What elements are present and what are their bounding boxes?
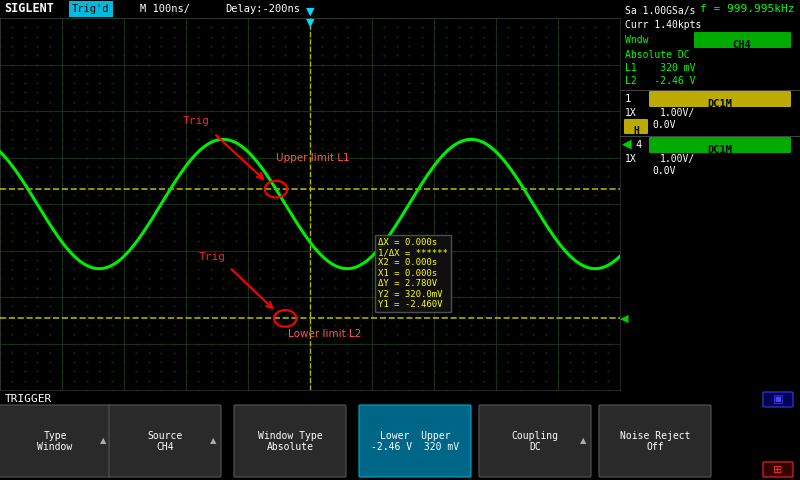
Text: Sa 1.00GSa/s: Sa 1.00GSa/s — [625, 6, 695, 16]
Text: -2.46 V  320 mV: -2.46 V 320 mV — [371, 442, 459, 452]
FancyBboxPatch shape — [234, 405, 346, 477]
FancyBboxPatch shape — [694, 32, 791, 48]
Text: 0.0V: 0.0V — [652, 166, 675, 176]
Text: 4: 4 — [635, 140, 642, 150]
Text: ◀: ◀ — [622, 137, 632, 151]
Text: H: H — [633, 126, 639, 136]
FancyBboxPatch shape — [649, 137, 791, 153]
Text: Lower limit L2: Lower limit L2 — [288, 329, 362, 339]
Text: f = 999.995kHz: f = 999.995kHz — [701, 4, 795, 14]
Text: L1    320 mV: L1 320 mV — [625, 63, 695, 73]
Text: 0.0V: 0.0V — [652, 120, 675, 130]
Text: Delay:-200ns: Delay:-200ns — [225, 4, 300, 14]
Text: M 100ns/: M 100ns/ — [140, 4, 190, 14]
Text: Trig'd: Trig'd — [72, 4, 110, 14]
Text: L2   -2.46 V: L2 -2.46 V — [625, 76, 695, 86]
Text: DC: DC — [529, 442, 541, 452]
Text: ◀: ◀ — [620, 313, 629, 324]
Text: Trig: Trig — [198, 252, 226, 262]
Text: Off: Off — [646, 442, 664, 452]
Text: 1: 1 — [625, 94, 631, 104]
Text: Absolute DC: Absolute DC — [625, 50, 690, 60]
Text: SIGLENT: SIGLENT — [4, 2, 54, 15]
Text: Window Type: Window Type — [258, 431, 322, 441]
Text: DC1M: DC1M — [707, 99, 733, 109]
Text: ΔX = 0.000s
1/ΔX = ******
X2 = 0.000s
X1 = 0.000s
ΔY = 2.780V
Y2 = 320.0mV
Y1 = : ΔX = 0.000s 1/ΔX = ****** X2 = 0.000s X1… — [378, 238, 448, 309]
Text: Lower  Upper: Lower Upper — [380, 431, 450, 441]
Text: 1.00V/: 1.00V/ — [660, 108, 695, 118]
Text: 1X: 1X — [625, 108, 637, 118]
FancyBboxPatch shape — [109, 405, 221, 477]
Text: Upper limit L1: Upper limit L1 — [276, 153, 350, 163]
Text: Coupling: Coupling — [511, 431, 558, 441]
FancyBboxPatch shape — [0, 405, 111, 477]
Text: Window: Window — [38, 442, 73, 452]
Text: 1.00V/: 1.00V/ — [660, 154, 695, 164]
Text: CH4: CH4 — [733, 40, 751, 50]
Text: ▣: ▣ — [773, 394, 783, 404]
Text: CH4: CH4 — [156, 442, 174, 452]
Text: Curr 1.40kpts: Curr 1.40kpts — [625, 20, 702, 30]
FancyBboxPatch shape — [763, 392, 793, 407]
FancyBboxPatch shape — [479, 405, 591, 477]
Text: ▲: ▲ — [580, 436, 586, 445]
Text: Absolute: Absolute — [266, 442, 314, 452]
Text: Trig: Trig — [183, 116, 210, 126]
Text: ⊞: ⊞ — [774, 465, 782, 475]
Text: ▲: ▲ — [210, 436, 216, 445]
Text: ▼: ▼ — [306, 18, 314, 28]
Text: ▲: ▲ — [100, 436, 106, 445]
FancyBboxPatch shape — [624, 119, 648, 134]
Text: DC1M: DC1M — [707, 145, 733, 155]
Text: Source: Source — [147, 431, 182, 441]
Text: Type: Type — [43, 431, 66, 441]
FancyBboxPatch shape — [649, 91, 791, 107]
FancyBboxPatch shape — [763, 462, 793, 477]
FancyBboxPatch shape — [599, 405, 711, 477]
Text: ▼: ▼ — [306, 6, 314, 16]
Text: Noise Reject: Noise Reject — [620, 431, 690, 441]
Text: TRIGGER: TRIGGER — [5, 394, 52, 404]
Text: Wndw: Wndw — [625, 35, 649, 45]
Text: 1X: 1X — [625, 154, 637, 164]
FancyBboxPatch shape — [359, 405, 471, 477]
